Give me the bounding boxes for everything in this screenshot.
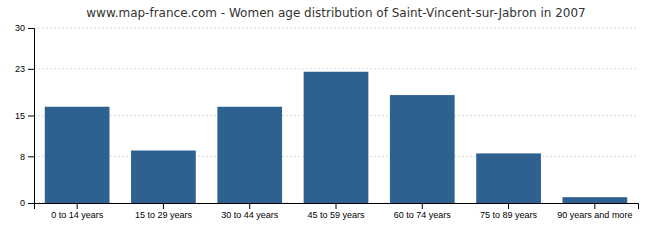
tick-mark <box>28 203 34 204</box>
tick: 8 <box>20 152 34 162</box>
bar <box>476 153 541 203</box>
axis-line <box>35 204 639 210</box>
tick-mark <box>28 69 34 70</box>
x-axis: 0 to 14 years 15 to 29 years 30 to 44 year… <box>35 203 639 220</box>
tick: 75 to 89 years <box>480 203 538 220</box>
bar <box>563 197 628 203</box>
bar <box>45 107 110 203</box>
tick-mark <box>422 203 423 209</box>
bars <box>45 72 627 203</box>
tick: 45 to 59 years <box>307 203 365 220</box>
bar <box>390 95 455 203</box>
y-axis: 0 8 15 23 30 <box>15 23 35 208</box>
chart: 0 8 15 23 30 0 to 14 years 15 to 29 years 30 to… <box>0 0 650 229</box>
tick-label: 23 <box>15 64 25 74</box>
axis-line <box>28 29 35 204</box>
tick-label: 90 years and more <box>557 210 632 220</box>
grid <box>34 28 638 203</box>
bar <box>304 72 369 203</box>
bar <box>131 151 196 204</box>
tick-mark <box>28 28 34 29</box>
grid-line <box>34 28 638 29</box>
tick-label: 45 to 59 years <box>307 210 365 220</box>
title: www.map-france.com - Women age distribut… <box>86 6 585 20</box>
tick-mark <box>28 156 34 157</box>
tick: 60 to 74 years <box>394 203 452 220</box>
tick: 23 <box>15 64 34 74</box>
tick: 15 to 29 years <box>135 203 193 220</box>
tick-label: 75 to 89 years <box>480 210 538 220</box>
tick-mark <box>594 203 595 209</box>
bar <box>217 107 282 203</box>
tick-label: 15 <box>15 111 25 121</box>
tick-mark <box>163 203 164 209</box>
tick-mark <box>508 203 509 209</box>
tick-label: 30 to 44 years <box>221 210 279 220</box>
tick-mark <box>28 116 34 117</box>
tick: 0 <box>20 198 34 208</box>
tick-label: 0 to 14 years <box>51 210 104 220</box>
tick-label: 30 <box>15 23 25 33</box>
tick: 0 to 14 years <box>51 203 104 220</box>
grid-line <box>34 68 638 69</box>
tick-label: 60 to 74 years <box>394 210 452 220</box>
tick: 30 <box>15 23 34 33</box>
tick-mark <box>249 203 250 209</box>
plot-area: 0 8 15 23 30 0 to 14 years 15 to 29 years 30 to… <box>15 23 639 220</box>
tick-mark <box>336 203 337 209</box>
tick-mark <box>77 203 78 209</box>
tick-label: 8 <box>20 152 25 162</box>
tick: 90 years and more <box>557 203 632 220</box>
tick: 30 to 44 years <box>221 203 279 220</box>
tick: 15 <box>15 111 34 121</box>
tick-label: 15 to 29 years <box>135 210 193 220</box>
tick-label: 0 <box>20 198 25 208</box>
